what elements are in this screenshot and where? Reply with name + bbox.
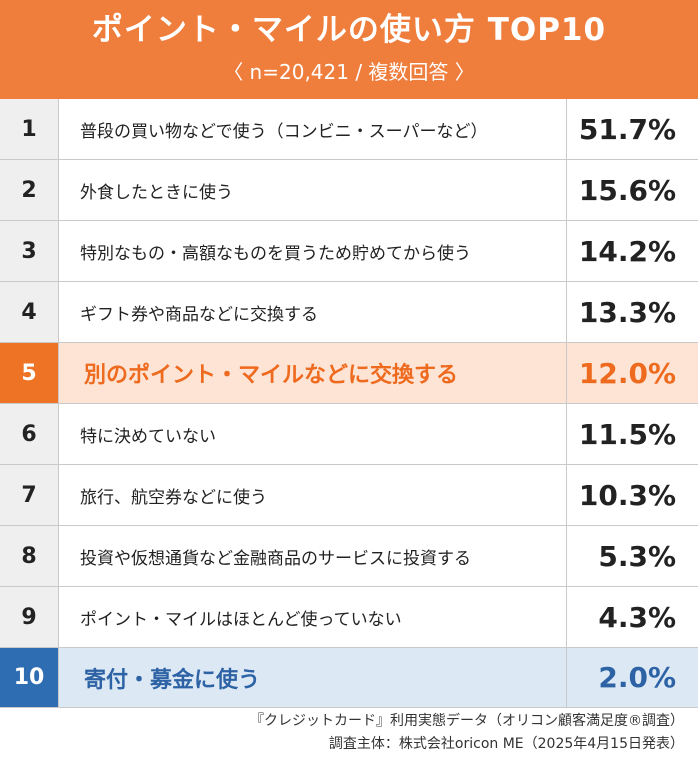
table-row: 2 外食したときに使う 15.6%: [0, 160, 698, 221]
ranking-table: 1 普段の買い物などで使う（コンビニ・スーパーなど） 51.7% 2 外食したときに使う…: [0, 99, 698, 709]
item-label: 別のポイント・マイルなどに交換する: [84, 363, 459, 388]
source-note: 『クレジットカード』利用実態データ（オリコン顧客満足度®調査）: [250, 713, 684, 729]
item-label: 外食したときに使う: [80, 182, 233, 203]
rank-cell: 4: [0, 282, 59, 342]
rank-cell: 8: [0, 526, 59, 586]
rank-cell: 7: [0, 465, 59, 525]
chart-subtitle: 〈 n=20,421 / 複数回答 〉: [223, 60, 475, 84]
rank-cell: 6: [0, 404, 59, 464]
percent-value: 2.0%: [566, 648, 698, 707]
item-label: 普段の買い物などで使う（コンビニ・スーパーなど）: [80, 121, 488, 142]
item-label: 特に決めていない: [80, 426, 216, 447]
rank-cell: 1: [0, 99, 59, 159]
rank-cell: 9: [0, 587, 59, 647]
table-row: 6 特に決めていない 11.5%: [0, 404, 698, 465]
percent-value: 14.2%: [566, 221, 698, 281]
item-label: 旅行、航空券などに使う: [80, 487, 267, 508]
item-label: 投資や仮想通貨など金融商品のサービスに投資する: [80, 548, 471, 569]
rank-cell: 10: [0, 648, 59, 707]
table-row: 7 旅行、航空券などに使う 10.3%: [0, 465, 698, 526]
table-row: 4 ギフト券や商品などに交換する 13.3%: [0, 282, 698, 343]
percent-value: 13.3%: [566, 282, 698, 342]
table-row: 9 ポイント・マイルはほとんど使っていない 4.3%: [0, 587, 698, 648]
chart-title: ポイント・マイルの使い方 TOP10: [91, 12, 607, 48]
percent-value: 10.3%: [566, 465, 698, 525]
rank-cell: 3: [0, 221, 59, 281]
table-row: 8 投資や仮想通貨など金融商品のサービスに投資する 5.3%: [0, 526, 698, 587]
chart-header: ポイント・マイルの使い方 TOP10 〈 n=20,421 / 複数回答 〉: [0, 0, 698, 99]
percent-value: 11.5%: [566, 404, 698, 464]
item-label: ギフト券や商品などに交換する: [80, 304, 318, 325]
item-label: 特別なもの・高額なものを買うため貯めてから使う: [80, 243, 471, 264]
item-label: ポイント・マイルはほとんど使っていない: [80, 609, 402, 630]
percent-value: 12.0%: [566, 343, 698, 403]
table-row: 10 寄付・募金に使う 2.0%: [0, 648, 698, 708]
percent-value: 4.3%: [566, 587, 698, 647]
percent-value: 15.6%: [566, 160, 698, 220]
percent-value: 5.3%: [566, 526, 698, 586]
rank-cell: 2: [0, 160, 59, 220]
rank-cell: 5: [0, 343, 59, 403]
table-row: 5 別のポイント・マイルなどに交換する 12.0%: [0, 343, 698, 404]
survey-note: 調査主体：株式会社oricon ME（2025年4月15日発表）: [328, 736, 684, 752]
percent-value: 51.7%: [566, 99, 698, 159]
item-label: 寄付・募金に使う: [84, 667, 261, 693]
table-row: 3 特別なもの・高額なものを買うため貯めてから使う 14.2%: [0, 221, 698, 282]
table-row: 1 普段の買い物などで使う（コンビニ・スーパーなど） 51.7%: [0, 99, 698, 160]
